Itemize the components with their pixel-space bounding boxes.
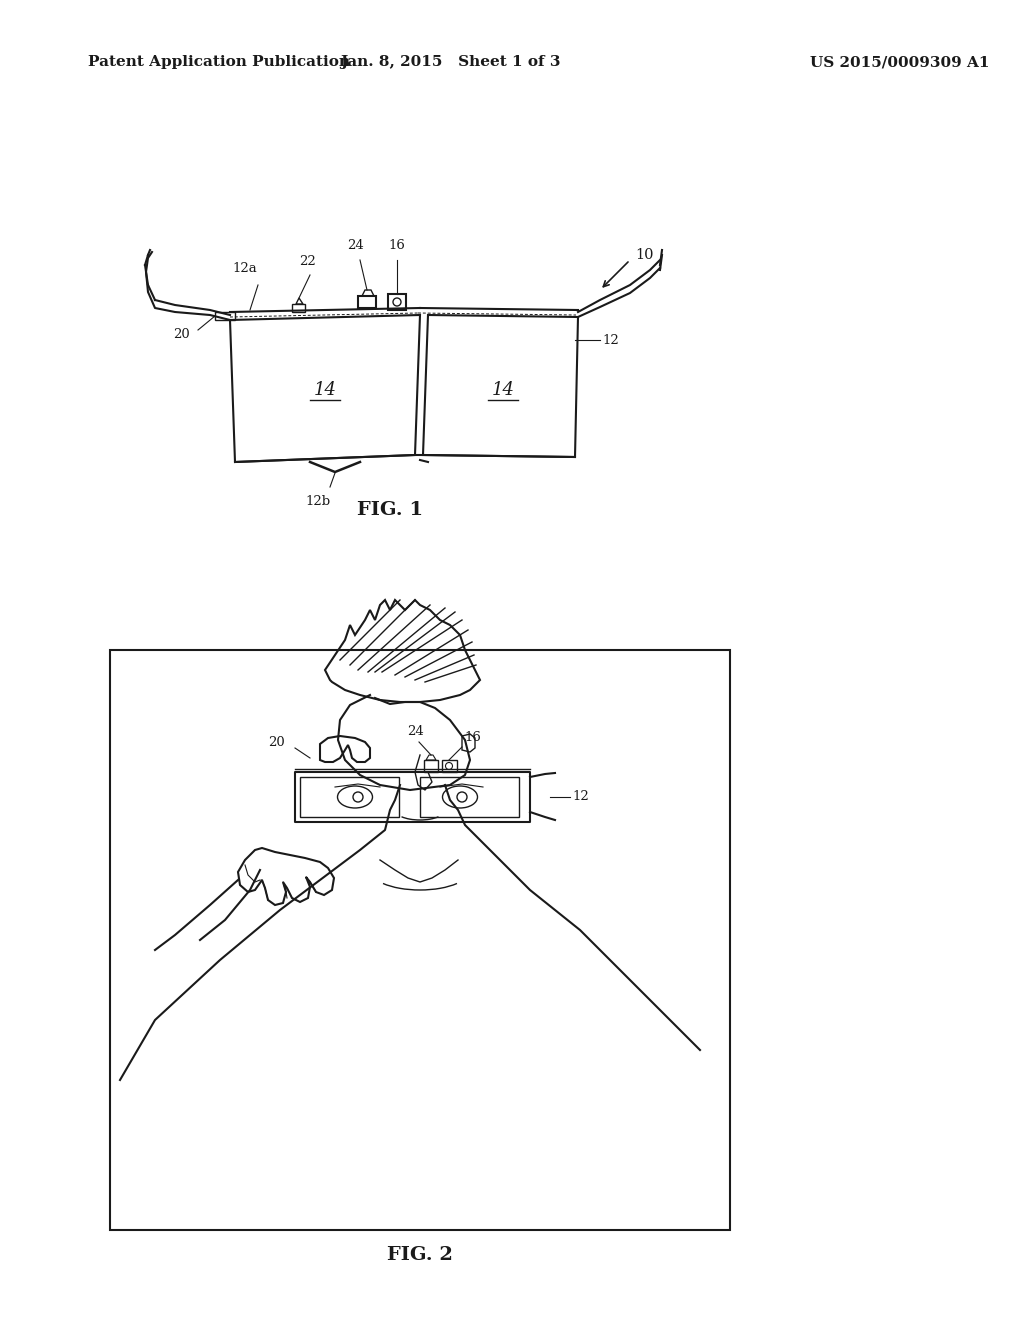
Text: 16: 16 xyxy=(464,731,481,744)
Text: 22: 22 xyxy=(300,255,316,268)
Text: Patent Application Publication: Patent Application Publication xyxy=(88,55,350,69)
Text: 16: 16 xyxy=(388,239,406,252)
Text: 24: 24 xyxy=(408,725,424,738)
Text: 14: 14 xyxy=(492,381,514,399)
Bar xyxy=(442,760,457,772)
Text: 12a: 12a xyxy=(232,261,257,275)
Text: FIG. 1: FIG. 1 xyxy=(357,502,423,519)
Bar xyxy=(388,294,406,310)
Text: 14: 14 xyxy=(313,381,337,399)
Bar xyxy=(110,649,730,1230)
Text: Jan. 8, 2015   Sheet 1 of 3: Jan. 8, 2015 Sheet 1 of 3 xyxy=(340,55,560,69)
Bar xyxy=(424,760,438,772)
Text: 20: 20 xyxy=(174,329,190,342)
Bar xyxy=(420,777,519,817)
Bar xyxy=(300,777,399,817)
Text: FIG. 2: FIG. 2 xyxy=(387,1246,453,1265)
Text: 12: 12 xyxy=(572,791,589,804)
Text: 12: 12 xyxy=(602,334,618,346)
Bar xyxy=(215,312,234,319)
Text: 10: 10 xyxy=(635,248,653,261)
Text: 12b: 12b xyxy=(305,495,331,508)
Text: 20: 20 xyxy=(268,735,285,748)
Bar xyxy=(358,296,376,308)
Text: 24: 24 xyxy=(347,239,364,252)
Text: US 2015/0009309 A1: US 2015/0009309 A1 xyxy=(810,55,990,69)
Bar xyxy=(295,772,530,822)
